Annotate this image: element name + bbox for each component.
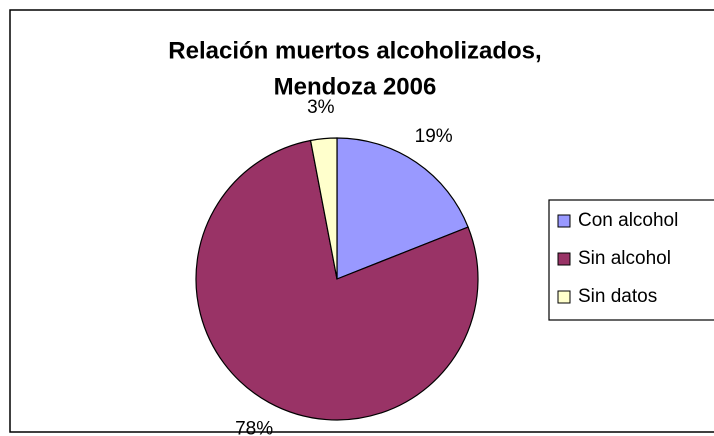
- legend-label: Con alcohol: [578, 210, 678, 231]
- legend-swatch: [557, 214, 571, 228]
- legend-box: [548, 199, 714, 321]
- chart-title: Mendoza 2006: [274, 73, 437, 100]
- data-label: 78%: [235, 419, 273, 436]
- pie-slice: [336, 137, 469, 280]
- legend-label: Sin alcohol: [578, 248, 671, 269]
- pie-slice: [309, 137, 338, 280]
- pie-slice: [195, 139, 479, 421]
- data-label: 3%: [307, 97, 335, 118]
- legend-label: Sin datos: [578, 286, 657, 307]
- legend-swatch: [557, 252, 571, 266]
- legend-swatch: [557, 290, 571, 304]
- data-label: 19%: [415, 126, 453, 147]
- chart-title: Relación muertos alcoholizados,: [168, 37, 541, 64]
